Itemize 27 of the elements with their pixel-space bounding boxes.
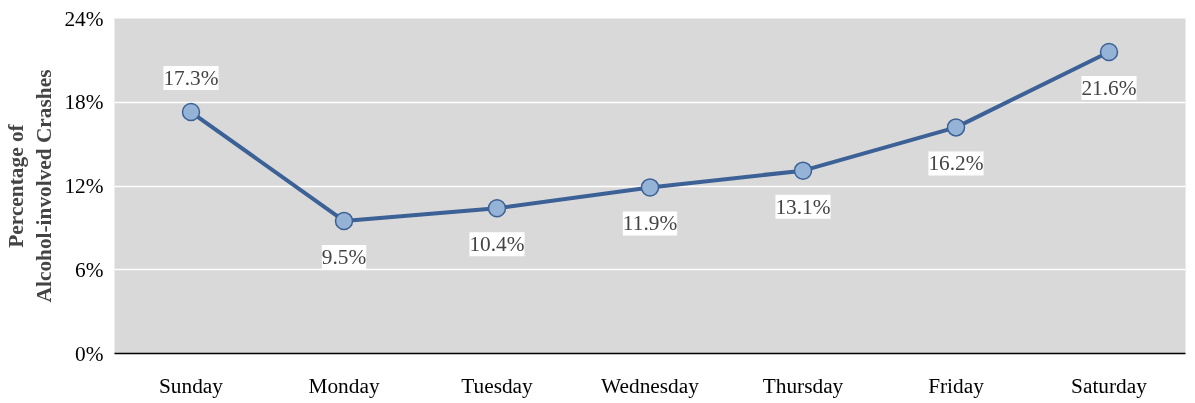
point	[640, 178, 660, 197]
point	[793, 161, 813, 180]
data-label: 11.9%	[622, 211, 678, 236]
y-tick-label: 18%	[64, 90, 104, 115]
x-tick-label: Sunday	[159, 373, 224, 398]
x-tick-label: Monday	[308, 373, 380, 398]
y-tick-label: 12%	[64, 174, 104, 198]
y-axis-title: Percentage of Alcohol-involved Crashes	[3, 69, 57, 303]
point	[181, 102, 201, 122]
data-label: 21.6%	[1081, 76, 1137, 100]
y-tick-label: 0%	[75, 341, 104, 366]
point	[1099, 42, 1119, 62]
data-label: 10.4%	[469, 232, 525, 257]
point	[487, 199, 507, 218]
point	[946, 118, 966, 137]
x-tick-label: Thursday	[762, 373, 844, 398]
x-tick-label: Friday	[928, 373, 985, 398]
data-label: 9.5%	[321, 244, 367, 269]
data-label: 13.1%	[775, 194, 831, 219]
data-label: 17.3%	[163, 66, 219, 91]
data-label: 16.2%	[928, 151, 984, 176]
y-tick-label: 24%	[64, 6, 104, 31]
y-tick-label: 6%	[75, 257, 104, 282]
x-tick-label: Tuesday	[461, 373, 534, 398]
x-tick-label: Saturday	[1071, 373, 1148, 398]
point	[334, 211, 354, 231]
x-tick-label: Wednesday	[601, 373, 700, 398]
